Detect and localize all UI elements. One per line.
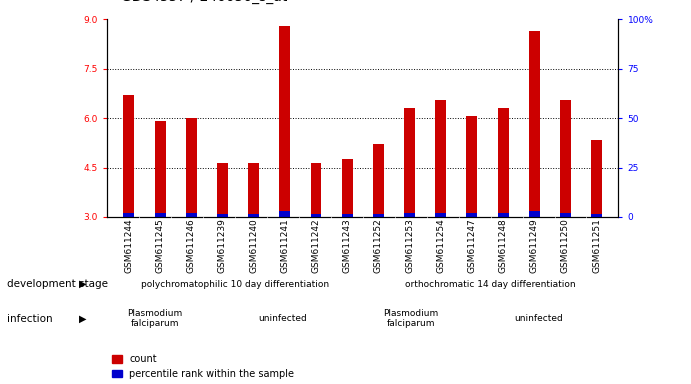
Bar — [591, 214, 602, 217]
Text: Plasmodium
falciparum: Plasmodium falciparum — [127, 309, 182, 328]
Text: Plasmodium
falciparum: Plasmodium falciparum — [383, 309, 438, 328]
Bar — [279, 26, 290, 217]
Bar — [217, 162, 228, 217]
Bar — [342, 159, 352, 217]
Bar — [591, 139, 602, 217]
Bar — [435, 100, 446, 217]
Text: infection: infection — [7, 314, 53, 324]
Legend: count, percentile rank within the sample: count, percentile rank within the sample — [112, 354, 294, 379]
Text: uninfected: uninfected — [514, 314, 563, 323]
Bar — [310, 162, 321, 217]
Bar — [124, 213, 134, 217]
Bar — [248, 162, 259, 217]
Bar — [560, 100, 571, 217]
Text: ▶: ▶ — [79, 279, 87, 289]
Text: GDS4557 / 240050_s_at: GDS4557 / 240050_s_at — [121, 0, 287, 4]
Text: polychromatophilic 10 day differentiation: polychromatophilic 10 day differentiatio… — [141, 280, 329, 289]
Bar — [466, 213, 477, 217]
Text: uninfected: uninfected — [258, 314, 307, 323]
Bar — [435, 213, 446, 217]
Bar — [404, 108, 415, 217]
Bar — [186, 118, 197, 217]
Text: orthochromatic 14 day differentiation: orthochromatic 14 day differentiation — [406, 280, 576, 289]
Bar — [186, 213, 197, 217]
Bar — [529, 31, 540, 217]
Bar — [310, 214, 321, 217]
Bar — [529, 211, 540, 217]
Bar — [498, 108, 509, 217]
Text: ▶: ▶ — [79, 314, 87, 324]
Bar — [124, 95, 134, 217]
Bar — [560, 213, 571, 217]
Bar — [155, 121, 166, 217]
Bar — [466, 116, 477, 217]
Bar — [248, 214, 259, 217]
Text: development stage: development stage — [7, 279, 108, 289]
Bar — [342, 214, 352, 217]
Bar — [373, 144, 384, 217]
Bar — [155, 213, 166, 217]
Bar — [498, 213, 509, 217]
Bar — [373, 214, 384, 217]
Bar — [404, 213, 415, 217]
Bar — [217, 214, 228, 217]
Bar — [279, 211, 290, 217]
